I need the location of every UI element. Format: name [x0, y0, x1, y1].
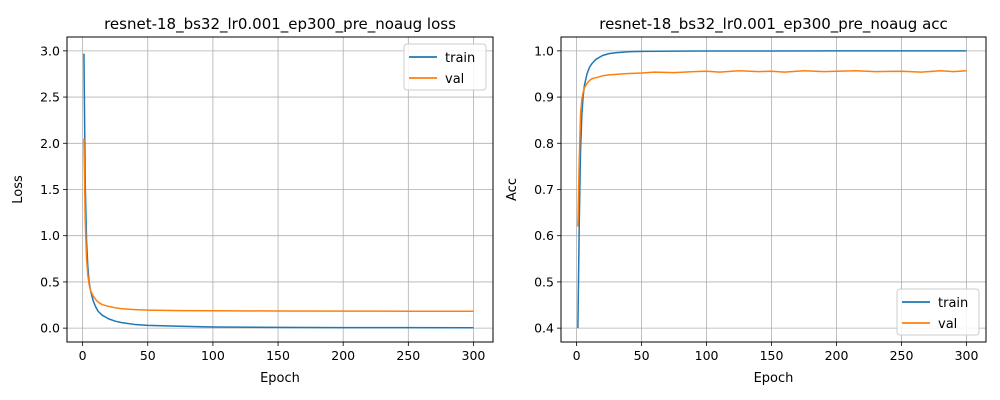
x-tick-label: 250	[890, 348, 914, 363]
y-tick-label: 2.0	[40, 136, 60, 151]
y-tick-label: 3.0	[40, 43, 60, 58]
legend-label-val: val	[938, 317, 957, 332]
y-axis-label: Acc	[505, 178, 520, 201]
x-tick-label: 50	[140, 348, 156, 363]
chart-title: resnet-18_bs32_lr0.001_ep300_pre_noaug a…	[599, 15, 948, 34]
chart-1: 0 50 100 150 200 250 300 0.0 0.5 1.0 1.5 2.0 2.5 3.0 r…	[11, 15, 494, 386]
y-tick-label: 0.6	[534, 228, 554, 243]
y-tick-label: 2.5	[40, 90, 60, 105]
chart-2: 0 50 100 150 200 250 300 0.4 0.5 0.6 0.7 0.8 0.9 1.0 r…	[505, 15, 987, 386]
x-tick-label: 300	[955, 348, 979, 363]
legend-label-train: train	[938, 296, 968, 311]
series-line-val	[83, 138, 474, 312]
x-axis-label: Epoch	[260, 371, 300, 386]
legend: train val	[403, 43, 487, 91]
chart-title: resnet-18_bs32_lr0.001_ep300_pre_noaug l…	[104, 15, 456, 34]
y-tick-label: 1.5	[40, 182, 60, 197]
legend: train val	[896, 288, 980, 336]
x-tick-label: 0	[79, 348, 87, 363]
x-tick-label: 250	[396, 348, 420, 363]
x-tick-label: 50	[634, 348, 650, 363]
y-tick-label: 0.9	[534, 90, 554, 105]
legend-label-val: val	[445, 72, 464, 87]
y-tick-label: 0.4	[534, 321, 554, 336]
x-tick-label: 100	[695, 348, 719, 363]
x-tick-label: 150	[760, 348, 784, 363]
series-line-train	[83, 53, 474, 329]
y-tick-label: 0.8	[534, 136, 554, 151]
y-tick-label: 0.5	[40, 274, 60, 289]
x-tick-label: 150	[266, 348, 290, 363]
x-tick-label: 200	[331, 348, 355, 363]
x-tick-label: 100	[201, 348, 225, 363]
y-tick-label: 0.5	[534, 274, 554, 289]
y-tick-label: 1.0	[40, 228, 60, 243]
y-tick-label: 0.7	[534, 182, 554, 197]
y-tick-label: 0.0	[40, 321, 60, 336]
x-axis-label: Epoch	[754, 371, 794, 386]
series-line-train	[577, 50, 967, 329]
x-tick-label: 200	[825, 348, 849, 363]
y-axis-label: Loss	[11, 175, 26, 204]
x-tick-label: 300	[462, 348, 486, 363]
legend-label-train: train	[445, 51, 475, 66]
y-tick-label: 1.0	[534, 43, 554, 58]
series-line-val	[577, 69, 967, 227]
x-tick-label: 0	[573, 348, 581, 363]
